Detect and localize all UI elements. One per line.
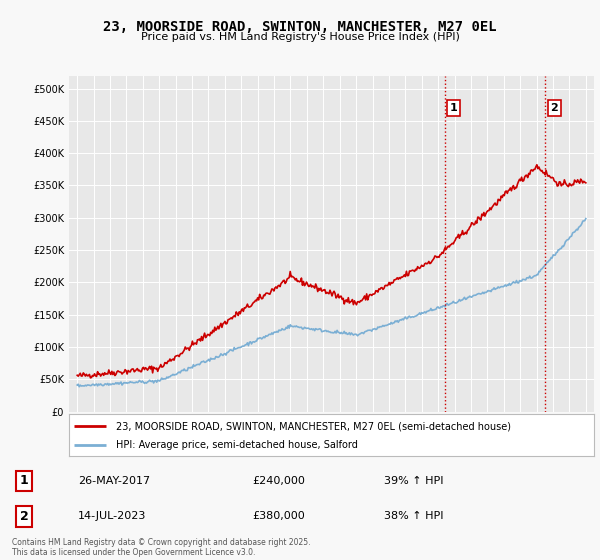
Text: Price paid vs. HM Land Registry's House Price Index (HPI): Price paid vs. HM Land Registry's House … bbox=[140, 32, 460, 43]
Text: 23, MOORSIDE ROAD, SWINTON, MANCHESTER, M27 0EL (semi-detached house): 23, MOORSIDE ROAD, SWINTON, MANCHESTER, … bbox=[116, 421, 511, 431]
Text: 26-MAY-2017: 26-MAY-2017 bbox=[78, 476, 150, 486]
Text: £380,000: £380,000 bbox=[252, 511, 305, 521]
Text: 38% ↑ HPI: 38% ↑ HPI bbox=[384, 511, 443, 521]
Text: £240,000: £240,000 bbox=[252, 476, 305, 486]
Text: 1: 1 bbox=[20, 474, 28, 487]
Text: 23, MOORSIDE ROAD, SWINTON, MANCHESTER, M27 0EL: 23, MOORSIDE ROAD, SWINTON, MANCHESTER, … bbox=[103, 20, 497, 34]
Text: 2: 2 bbox=[550, 103, 558, 113]
Text: 1: 1 bbox=[449, 103, 457, 113]
Text: 14-JUL-2023: 14-JUL-2023 bbox=[78, 511, 146, 521]
Text: Contains HM Land Registry data © Crown copyright and database right 2025.
This d: Contains HM Land Registry data © Crown c… bbox=[12, 538, 311, 557]
Text: 2: 2 bbox=[20, 510, 28, 523]
Text: 39% ↑ HPI: 39% ↑ HPI bbox=[384, 476, 443, 486]
Text: HPI: Average price, semi-detached house, Salford: HPI: Average price, semi-detached house,… bbox=[116, 440, 358, 450]
